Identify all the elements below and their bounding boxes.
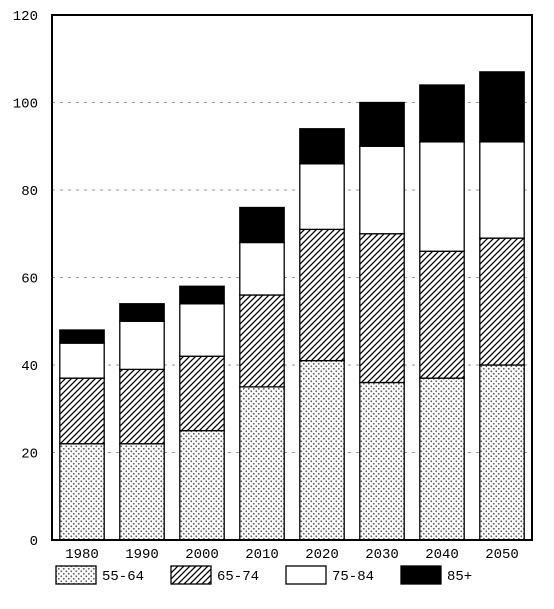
bar-segment	[240, 387, 284, 540]
y-tick-label: 80	[21, 184, 38, 200]
bar-segment	[180, 286, 224, 304]
bar-segment	[120, 321, 164, 369]
legend-swatch	[56, 566, 96, 584]
bar-segment	[420, 378, 464, 540]
y-tick-label: 100	[13, 97, 38, 113]
x-tick-label: 2010	[245, 547, 279, 563]
y-tick-label: 20	[21, 447, 38, 463]
y-tick-label: 60	[21, 272, 38, 288]
chart-svg: 0204060801001201980199020002010202020302…	[0, 0, 554, 609]
legend-swatch	[171, 566, 211, 584]
bar-segment	[60, 343, 104, 378]
x-tick-label: 2020	[305, 547, 339, 563]
x-tick-label: 1990	[125, 547, 159, 563]
x-tick-label: 2040	[425, 547, 459, 563]
legend-label: 85+	[447, 569, 472, 585]
bar-segment	[480, 72, 524, 142]
bar-segment	[180, 356, 224, 430]
bar-segment	[420, 251, 464, 378]
bar-segment	[180, 304, 224, 357]
y-tick-label: 120	[13, 9, 38, 25]
bar-segment	[120, 444, 164, 540]
stacked-bar-chart: 0204060801001201980199020002010202020302…	[0, 0, 554, 609]
bar-segment	[480, 238, 524, 365]
bar-segment	[360, 103, 404, 147]
bar-segment	[180, 431, 224, 540]
legend-swatch	[401, 566, 441, 584]
bar-segment	[240, 243, 284, 296]
bar-segment	[300, 164, 344, 230]
bar-segment	[120, 304, 164, 322]
x-tick-label: 1980	[65, 547, 99, 563]
bar-segment	[240, 208, 284, 243]
bar-segment	[480, 142, 524, 238]
bar-segment	[60, 378, 104, 444]
x-tick-label: 2050	[485, 547, 519, 563]
x-tick-label: 2030	[365, 547, 399, 563]
bar-segment	[360, 146, 404, 234]
bar-segment	[420, 85, 464, 142]
bar-segment	[300, 361, 344, 540]
bar-segment	[300, 229, 344, 360]
bar-segment	[120, 369, 164, 443]
y-tick-label: 0	[30, 534, 38, 550]
bar-segment	[60, 444, 104, 540]
bar-segment	[300, 129, 344, 164]
y-tick-label: 40	[21, 359, 38, 375]
x-tick-label: 2000	[185, 547, 219, 563]
legend-label: 55-64	[102, 569, 144, 585]
bar-segment	[60, 330, 104, 343]
bar-segment	[360, 383, 404, 541]
legend-swatch	[286, 566, 326, 584]
bar-segment	[420, 142, 464, 251]
bar-segment	[240, 295, 284, 387]
legend-label: 75-84	[332, 569, 374, 585]
bar-segment	[360, 234, 404, 383]
bar-segment	[480, 365, 524, 540]
legend-label: 65-74	[217, 569, 259, 585]
